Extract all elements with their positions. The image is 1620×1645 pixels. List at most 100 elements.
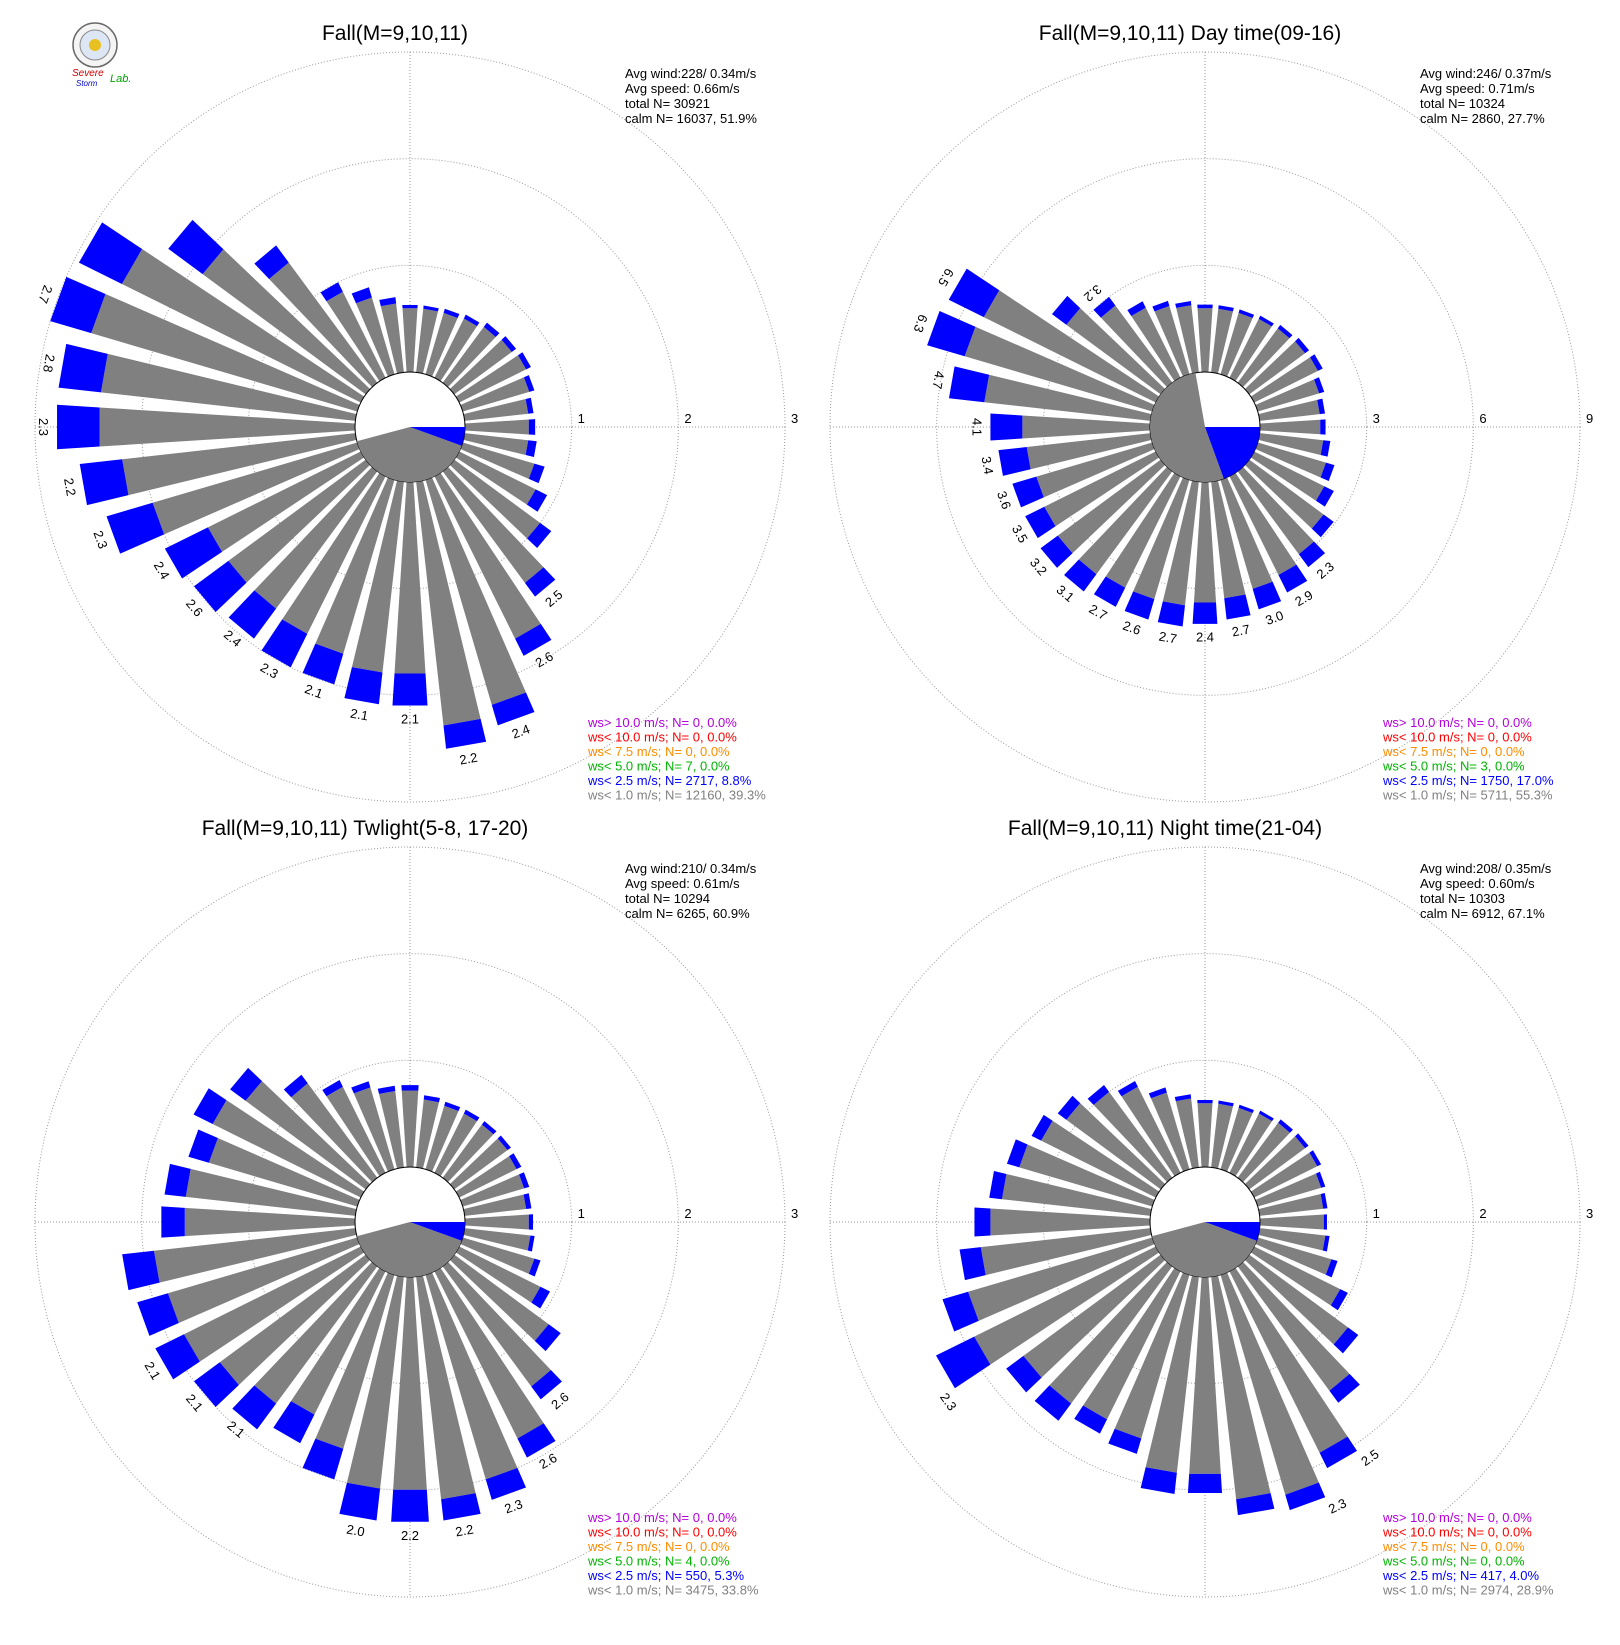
bar-lt2_5-180 [1187,1473,1223,1493]
bar-lt1-20 [1220,1107,1253,1172]
bar-lt1-230 [219,1254,371,1385]
bar-lt1-170 [1211,1275,1271,1500]
bar-lt1-50 [449,1138,508,1190]
bar-lt1-80 [463,399,529,421]
bar-lt2_5-70 [523,375,535,392]
bar-label: 2.2 [454,1522,474,1540]
bar-lt1-100 [1258,433,1324,455]
bar-lt1-50 [1244,341,1306,395]
bar-lt1-350 [380,303,404,374]
bar-lt2_5-330 [322,1080,343,1097]
bar-lt2_5-340 [351,287,372,304]
bar-lt2_5-340 [1148,1087,1167,1099]
bar-lt1-160 [1220,477,1273,589]
bar-label: 2.6 [1121,618,1143,638]
legend-entry: ws< 1.0 m/s; N= 5711, 55.3% [1382,788,1553,803]
bar-lt1-50 [449,339,512,395]
bar-lt1-210 [1083,1267,1181,1420]
bar-lt1-100 [463,1228,531,1251]
bar-lt1-270 [1022,415,1151,439]
bar-lt2_5-340 [1152,300,1170,312]
bar-lt1-60 [1250,357,1318,403]
bar-lt1-340 [1150,1092,1190,1172]
bar-lt2_5-170 [1224,594,1251,620]
bar-lt2_5-140 [1298,541,1326,568]
bar-label: 2.6 [533,648,556,670]
calm-sector-lt1 [356,1222,462,1277]
bar-lt1-80 [1258,399,1320,421]
bar-lt1-80 [1258,1194,1324,1216]
panel-title: Fall(M=9,10,11) Night time(21-04) [1008,817,1322,840]
bar-label: 6.3 [911,312,931,334]
bar-lt1-180 [394,481,426,674]
bar-lt2_5-190 [1157,601,1185,627]
bar-lt2_5-0 [1197,1100,1213,1104]
bar-lt1-160 [425,477,526,705]
bar-lt2_5-10 [1218,1100,1234,1107]
bar-lt1-110 [460,442,535,479]
ring-label: 3 [791,411,798,426]
bar-lt2_5-210 [261,619,308,668]
bar-lt1-0 [401,1090,419,1168]
bar-lt2_5-310 [1057,1095,1081,1120]
bar-lt2_5-50 [501,336,517,352]
bar-lt2_5-100 [1320,440,1331,457]
bar-lt1-270 [184,1207,356,1237]
legend-entry: ws< 7.5 m/s; N= 0, 0.0% [587,744,730,759]
bar-lt2_5-120 [1315,486,1334,507]
bar-lt2_5-260 [79,459,129,506]
legend-entry: ws> 10.0 m/s; N= 0, 0.0% [587,715,737,730]
bar-lt2_5-10 [423,1095,440,1103]
bar-lt2_5-260 [998,447,1031,476]
bar-lt2_5-20 [1238,309,1255,318]
bar-lt1-90 [1259,1214,1324,1230]
legend-entry: ws< 2.5 m/s; N= 2717, 8.8% [587,773,752,788]
bar-lt1-20 [425,1105,459,1172]
bar-lt2_5-320 [1093,296,1116,318]
grid-ring [829,51,1581,803]
calm-sector-lt2_5 [410,427,465,446]
bar-lt2_5-230 [1006,1355,1042,1393]
bar-lt2_5-250 [106,502,165,554]
bar-lt2_5-80 [525,397,534,414]
bar-label: 2.5 [1358,1446,1381,1469]
bar-lt1-250 [968,1237,1155,1321]
bar-lt1-90 [464,1214,529,1230]
bar-lt1-300 [1041,1120,1160,1198]
bar-lt1-340 [353,1087,395,1172]
bar-lt2_5-50 [1295,337,1310,354]
legend-entry: ws< 2.5 m/s; N= 550, 5.3% [587,1568,745,1583]
bar-lt2_5-100 [1322,1235,1330,1252]
bar-lt1-60 [455,355,527,403]
bar-lt1-270 [990,1208,1151,1236]
bar-lt1-90 [464,419,529,435]
bar-label: 2.1 [349,706,369,724]
bar-lt2_5-220 [228,590,277,639]
bar-lt2_5-100 [525,440,537,457]
stat-total: total N= 30921 [625,96,710,111]
bar-lt1-230 [228,459,371,583]
bar-lt1-130 [1244,1254,1349,1345]
ring-label: 3 [791,1206,798,1221]
bar-lt1-250 [152,442,360,535]
stat-calm: calm N= 6912, 67.1% [1420,906,1545,921]
calm-sector-lt1 [1150,372,1224,482]
bar-lt2_5-170 [1236,1493,1275,1516]
bar-lt2_5-330 [1127,301,1146,317]
legend-entry: ws< 7.5 m/s; N= 0, 0.0% [1382,744,1525,759]
bar-lt1-210 [1105,472,1181,588]
ring-label: 2 [684,411,691,426]
bar-lt2_5-210 [1093,576,1126,607]
bar-lt2_5-350 [377,1085,396,1094]
bar-lt1-120 [1250,1246,1341,1306]
bar-lt1-240 [183,1246,365,1362]
bar-lt2_5-50 [1295,1133,1309,1149]
legend-entry: ws< 1.0 m/s; N= 2974, 28.9% [1382,1583,1554,1598]
bar-lt1-290 [91,293,360,412]
bar-lt2_5-240 [1025,506,1056,539]
bar-lt2_5-280 [989,1170,1007,1200]
bar-lt2_5-30 [463,1109,480,1122]
legend-entry: ws< 2.5 m/s; N= 1750, 17.0% [1382,773,1554,788]
bar-lt2_5-330 [1117,1081,1138,1097]
bar-lt2_5-230 [194,560,247,613]
